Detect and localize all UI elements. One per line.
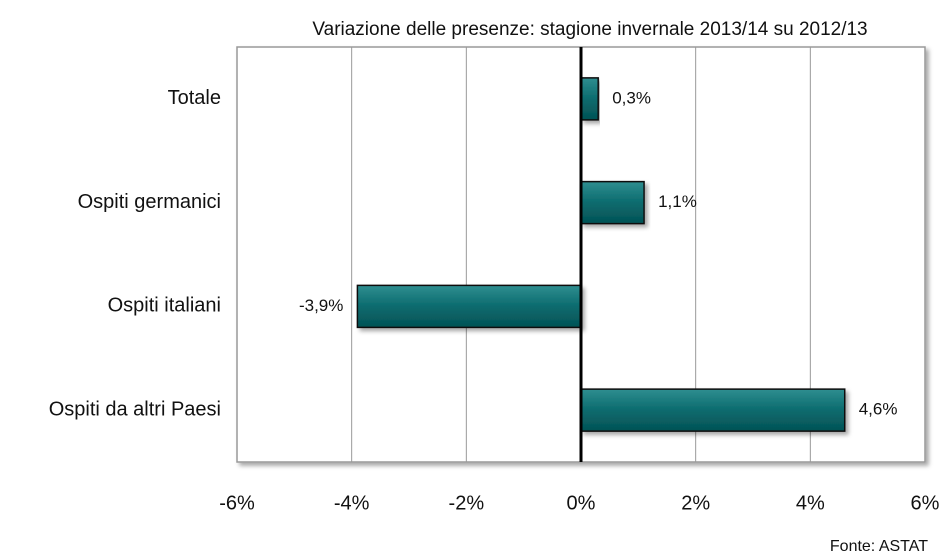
value-label: 0,3% <box>612 88 651 107</box>
value-label: 1,1% <box>658 192 697 211</box>
y-tick-label: Ospiti italiani <box>108 295 221 317</box>
bar <box>580 180 645 225</box>
y-tick-label: Ospiti da altri Paesi <box>49 398 221 420</box>
x-tick-label: 0% <box>567 492 596 514</box>
x-tick-label: -6% <box>219 492 255 514</box>
chart-title: Variazione delle presenze: stagione inve… <box>312 19 867 40</box>
bar <box>580 77 599 121</box>
x-tick-label: -4% <box>334 492 370 514</box>
value-label: -3,9% <box>299 296 343 315</box>
bar <box>580 388 846 432</box>
source: Fonte: ASTAT <box>830 538 928 555</box>
x-tick-label: 2% <box>681 492 710 514</box>
x-tick-label: 4% <box>796 492 825 514</box>
bar <box>356 284 582 329</box>
y-tick-label: Ospiti germanici <box>78 191 221 213</box>
y-tick-label: Totale <box>168 87 221 109</box>
x-tick-label: -2% <box>449 492 485 514</box>
value-label: 4,6% <box>859 400 898 419</box>
x-tick-label: 6% <box>911 492 940 514</box>
